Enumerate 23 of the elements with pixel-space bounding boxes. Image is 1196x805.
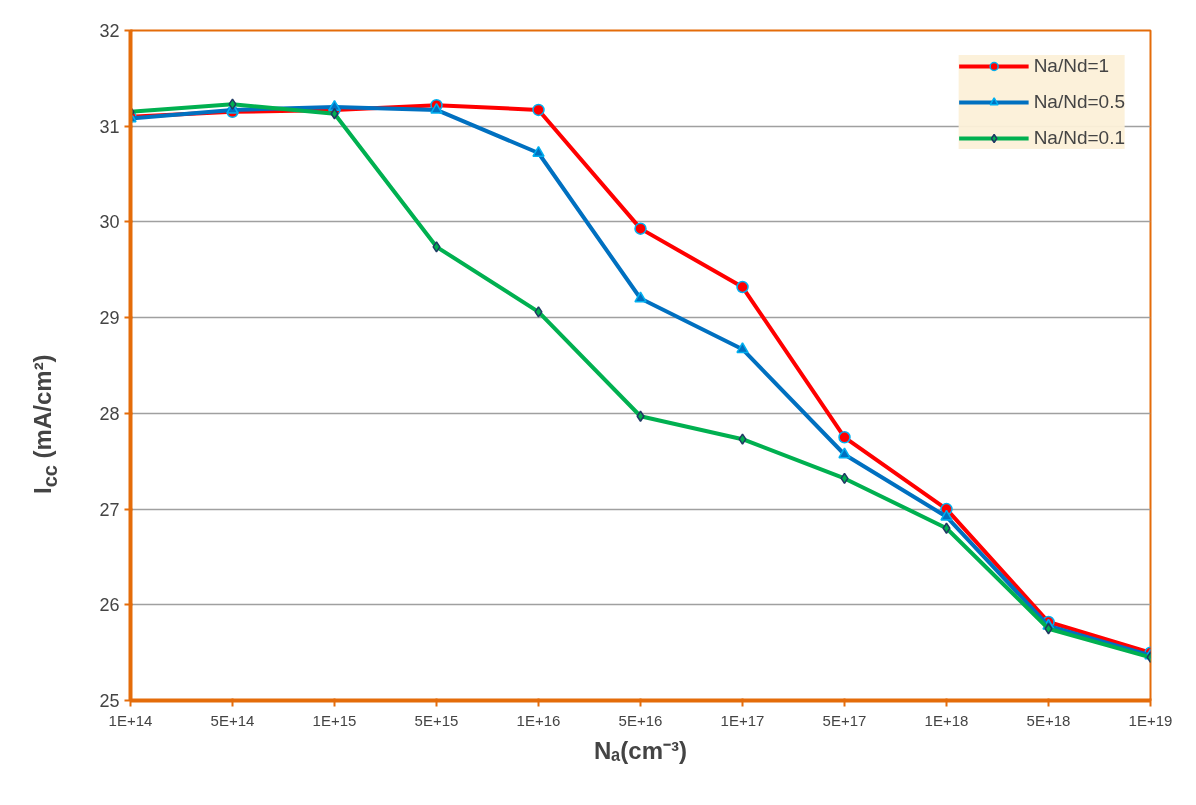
y-tick-label: 28 (99, 403, 120, 424)
legend-label: Na/Nd=0.5 (1033, 91, 1125, 113)
x-axis-title: Nₐ(cm⁻³) (593, 736, 688, 764)
x-tick-label: 5E+14 (210, 711, 255, 729)
x-tick-label: 1E+15 (312, 711, 357, 729)
y-tick-label: 25 (99, 691, 120, 711)
y-tick-label: 32 (99, 21, 120, 41)
x-tick-label: 1E+14 (108, 711, 153, 729)
x-tick-label: 1E+17 (720, 711, 765, 729)
y-tick-label: 29 (99, 308, 120, 329)
x-tick-label: 5E+15 (414, 711, 459, 729)
x-tick-label: 1E+19 (1128, 711, 1173, 729)
y-tick-label: 30 (99, 212, 120, 233)
x-tick-label: 1E+16 (516, 711, 561, 729)
y-tick-label: 27 (99, 499, 120, 520)
y-tick-label: 31 (99, 116, 120, 137)
x-tick-label: 5E+16 (618, 711, 663, 729)
x-tick-label: 5E+18 (1026, 711, 1071, 729)
x-tick-label: 5E+17 (822, 711, 867, 729)
legend-label: Na/Nd=0.1 (1033, 127, 1125, 149)
x-tick-label: 1E+18 (924, 711, 969, 729)
legend-label: Na/Nd=1 (1033, 55, 1110, 77)
y-tick-label: 26 (99, 595, 120, 616)
